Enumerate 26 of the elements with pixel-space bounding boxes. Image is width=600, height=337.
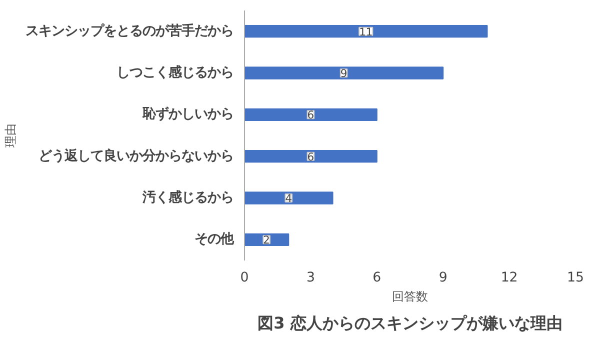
x-tick-label: 9 bbox=[438, 270, 448, 286]
x-tick-label: 15 bbox=[567, 270, 584, 286]
y-tick-label: その他 bbox=[194, 232, 234, 248]
bar bbox=[244, 192, 334, 204]
y-axis-title: 理由 bbox=[4, 124, 18, 148]
x-axis-title: 回答数 bbox=[392, 290, 428, 304]
y-tick-label: どう返して良いか分からないから bbox=[38, 148, 234, 164]
x-tick-label: 6 bbox=[372, 270, 382, 286]
y-tick-label: 汚く感じるから bbox=[142, 190, 234, 206]
data-label: 6 bbox=[307, 150, 314, 164]
data-label: 2 bbox=[263, 234, 270, 247]
bar bbox=[244, 66, 444, 80]
text: 図3 恋人からのスキンシップが嫌いな理由 bbox=[258, 314, 562, 332]
data-label: 11 bbox=[359, 25, 373, 38]
bar bbox=[244, 108, 378, 121]
data-label: 9 bbox=[340, 67, 348, 80]
y-tick-label: 恥ずかしいから bbox=[142, 106, 234, 122]
data-label: 4 bbox=[285, 192, 292, 205]
bar bbox=[244, 150, 378, 163]
x-tick-label: 0 bbox=[240, 270, 249, 286]
y-tick-label: しつこく感じるから bbox=[116, 64, 234, 80]
y-tick-label: スキンシップをとるのが苦手だから bbox=[26, 22, 234, 39]
x-tick-label: 12 bbox=[500, 270, 518, 286]
bar bbox=[244, 25, 488, 38]
data-label: 6 bbox=[307, 108, 314, 122]
x-tick-label: 3 bbox=[306, 270, 315, 286]
